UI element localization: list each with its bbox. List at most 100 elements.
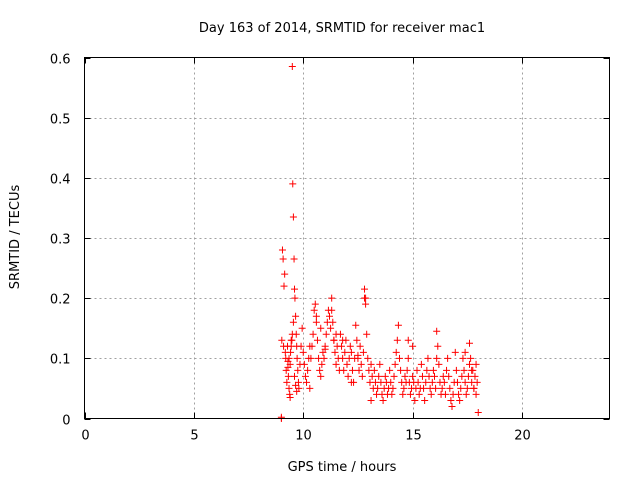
data-point: [457, 384, 465, 392]
data-point: [294, 366, 302, 374]
data-point: [448, 402, 456, 410]
data-point: [451, 348, 459, 356]
data-point: [453, 378, 461, 386]
data-point: [362, 300, 370, 308]
data-point: [277, 413, 285, 421]
data-point: [355, 366, 363, 374]
data-point: [294, 378, 302, 386]
data-point: [388, 390, 396, 398]
data-point: [288, 63, 296, 71]
data-point: [317, 324, 325, 332]
data-point: [291, 285, 298, 293]
y-tick-label: 0: [62, 414, 70, 429]
y-tick-label: 0.5: [50, 113, 71, 128]
data-point: [285, 384, 293, 392]
data-point: [396, 354, 403, 362]
data-point: [347, 348, 355, 356]
data-point: [299, 348, 307, 356]
data-point: [284, 363, 292, 371]
data-point: [309, 330, 317, 338]
data-point: [332, 330, 340, 338]
data-point: [306, 384, 314, 392]
data-point: [381, 372, 389, 380]
data-point: [473, 378, 481, 386]
data-point: [409, 342, 417, 350]
data-point: [397, 366, 405, 374]
y-tick-label: 0.3: [50, 233, 71, 248]
data-point: [471, 372, 479, 380]
data-point: [303, 378, 311, 386]
data-point: [281, 270, 289, 278]
data-point: [284, 372, 292, 380]
data-point: [291, 372, 298, 380]
data-point: [298, 324, 306, 332]
x-axis-label: GPS time / hours: [288, 460, 397, 475]
data-point: [443, 366, 451, 374]
data-point: [367, 360, 375, 368]
data-point: [307, 354, 315, 362]
data-point: [452, 366, 460, 374]
y-axis-label: SRMTID / TECUs: [8, 185, 23, 290]
data-point: [459, 354, 467, 362]
y-tick-label: 0.4: [50, 173, 71, 188]
data-point: [413, 366, 421, 374]
data-point: [287, 348, 295, 356]
plot-frame: [84, 57, 610, 419]
x-tick-label: 10: [295, 429, 312, 444]
data-point: [285, 354, 293, 362]
data-points: [277, 63, 482, 422]
data-point: [361, 285, 368, 293]
data-point: [317, 372, 325, 380]
data-point: [404, 354, 412, 362]
data-point: [292, 381, 300, 389]
y-tick-label: 0.1: [50, 353, 71, 368]
data-point: [441, 390, 449, 398]
data-point: [320, 354, 328, 362]
data-point: [429, 366, 437, 374]
data-point: [346, 342, 354, 350]
data-point: [327, 324, 335, 332]
data-point: [313, 336, 321, 344]
data-point: [411, 396, 419, 404]
data-point: [332, 360, 340, 368]
data-point: [330, 336, 338, 344]
data-point: [321, 345, 329, 353]
data-point: [344, 372, 352, 380]
data-point: [447, 396, 455, 404]
data-point: [461, 378, 469, 386]
data-point: [394, 321, 402, 329]
data-point: [328, 306, 336, 314]
data-point: [390, 372, 398, 380]
data-point: [446, 384, 454, 392]
data-point: [352, 321, 360, 329]
data-point: [288, 330, 296, 338]
data-point: [363, 330, 371, 338]
data-point: [318, 360, 326, 368]
data-point: [458, 372, 466, 380]
data-point: [433, 354, 441, 362]
data-point: [368, 372, 376, 380]
data-point: [415, 390, 423, 398]
data-point: [339, 336, 347, 344]
data-point: [329, 318, 337, 326]
data-point: [423, 366, 431, 374]
data-point: [434, 342, 442, 350]
data-point: [348, 366, 356, 374]
data-point: [287, 336, 295, 344]
data-point: [472, 360, 480, 368]
data-point: [353, 336, 361, 344]
data-point: [389, 384, 397, 392]
data-point: [292, 312, 300, 320]
data-point: [409, 372, 417, 380]
data-point: [435, 360, 443, 368]
data-point: [463, 384, 471, 392]
data-point: [444, 354, 452, 362]
data-point: [347, 378, 355, 386]
data-point: [278, 246, 286, 254]
data-point: [328, 294, 336, 302]
data-point: [301, 372, 309, 380]
data-point: [367, 396, 375, 404]
data-point: [400, 384, 408, 392]
data-point: [283, 378, 291, 386]
data-point: [291, 294, 299, 302]
